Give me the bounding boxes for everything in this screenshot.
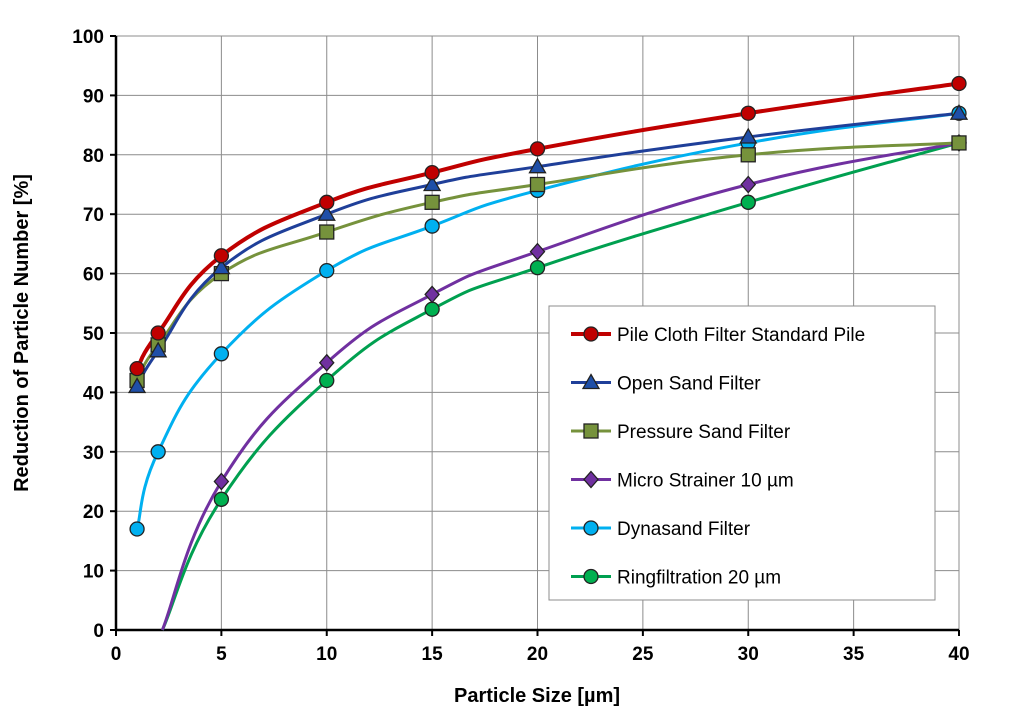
data-point-1 bbox=[127, 377, 147, 394]
data-point-1 bbox=[528, 157, 547, 174]
data-point-0 bbox=[213, 248, 230, 264]
data-point-1 bbox=[149, 341, 168, 358]
legend-label: Dynasand Filter bbox=[617, 519, 751, 540]
x-tick-label: 35 bbox=[843, 644, 865, 665]
data-point-0 bbox=[529, 141, 546, 157]
data-point-4 bbox=[424, 218, 440, 234]
legend-label: Ringfiltration 20 µm bbox=[617, 568, 781, 589]
legend-label: Open Sand Filter bbox=[617, 374, 761, 395]
series-markers bbox=[127, 75, 969, 537]
data-point-0 bbox=[129, 360, 145, 377]
data-point-2 bbox=[951, 135, 967, 151]
y-tick-label: 20 bbox=[83, 502, 104, 523]
data-point-2 bbox=[424, 194, 440, 210]
y-tick-label: 60 bbox=[83, 265, 104, 286]
data-point-0 bbox=[150, 325, 166, 341]
legend-swatch-marker bbox=[583, 568, 599, 585]
data-point-0 bbox=[740, 105, 756, 121]
y-tick-label: 100 bbox=[72, 27, 104, 48]
data-point-2 bbox=[740, 147, 756, 163]
data-point-3 bbox=[740, 175, 757, 194]
tick-labels: 0 10 20 30 40 50 60 70 80 90 100 0 5 10 15 20 25 30 35 40 bbox=[72, 27, 969, 665]
data-point-3 bbox=[529, 242, 546, 261]
data-point-1 bbox=[317, 204, 336, 221]
legend-swatch-marker bbox=[583, 470, 599, 489]
y-tick-label: 80 bbox=[83, 146, 104, 167]
legend-swatch-marker bbox=[583, 520, 599, 536]
data-point-0 bbox=[951, 75, 967, 92]
data-point-5 bbox=[424, 301, 440, 317]
y-tick-label: 40 bbox=[83, 383, 104, 404]
x-tick-label: 30 bbox=[738, 644, 759, 665]
data-point-1 bbox=[739, 127, 758, 144]
data-point-5 bbox=[529, 260, 546, 276]
data-point-5 bbox=[740, 194, 756, 210]
data-point-3 bbox=[318, 353, 335, 372]
data-point-2 bbox=[529, 176, 546, 193]
data-point-1 bbox=[423, 175, 442, 192]
x-tick-label: 5 bbox=[216, 644, 227, 665]
data-point-0 bbox=[424, 164, 440, 181]
y-tick-label: 50 bbox=[83, 324, 104, 345]
data-point-4 bbox=[150, 444, 166, 460]
legend-label: Pressure Sand Filter bbox=[617, 422, 791, 443]
data-point-2 bbox=[319, 224, 335, 240]
axes bbox=[110, 35, 960, 636]
y-tick-label: 10 bbox=[83, 562, 104, 583]
x-tick-label: 40 bbox=[948, 644, 969, 665]
y-tick-label: 0 bbox=[93, 621, 104, 642]
data-point-4 bbox=[129, 521, 145, 537]
y-tick-label: 90 bbox=[83, 86, 104, 107]
data-point-4 bbox=[319, 262, 335, 279]
x-tick-label: 0 bbox=[111, 644, 122, 665]
data-point-4 bbox=[213, 346, 230, 362]
data-point-0 bbox=[319, 194, 335, 210]
data-point-3 bbox=[424, 285, 440, 304]
legend: Pile Cloth Filter Standard Pile Open Sand… bbox=[548, 305, 936, 601]
data-point-1 bbox=[212, 258, 231, 275]
x-tick-label: 20 bbox=[527, 644, 548, 665]
legend-swatch-marker bbox=[583, 326, 599, 342]
data-point-5 bbox=[319, 372, 335, 389]
data-point-3 bbox=[213, 472, 230, 491]
legend-label: Pile Cloth Filter Standard Pile bbox=[617, 325, 865, 346]
y-tick-label: 30 bbox=[83, 443, 104, 464]
x-tick-label: 10 bbox=[316, 644, 337, 665]
y-axis-title: Reduction of Particle Number [%] bbox=[11, 174, 33, 492]
x-tick-label: 25 bbox=[632, 644, 654, 665]
data-point-5 bbox=[213, 491, 230, 507]
x-tick-label: 15 bbox=[422, 644, 444, 665]
data-point-1 bbox=[949, 103, 969, 120]
legend-box bbox=[548, 305, 936, 601]
x-axis-title: Particle Size [µm] bbox=[454, 685, 620, 707]
legend-label: Micro Strainer 10 µm bbox=[617, 471, 794, 492]
legend-swatch-marker bbox=[583, 423, 599, 439]
y-tick-label: 70 bbox=[83, 205, 104, 226]
legend-swatch-marker bbox=[581, 373, 601, 390]
